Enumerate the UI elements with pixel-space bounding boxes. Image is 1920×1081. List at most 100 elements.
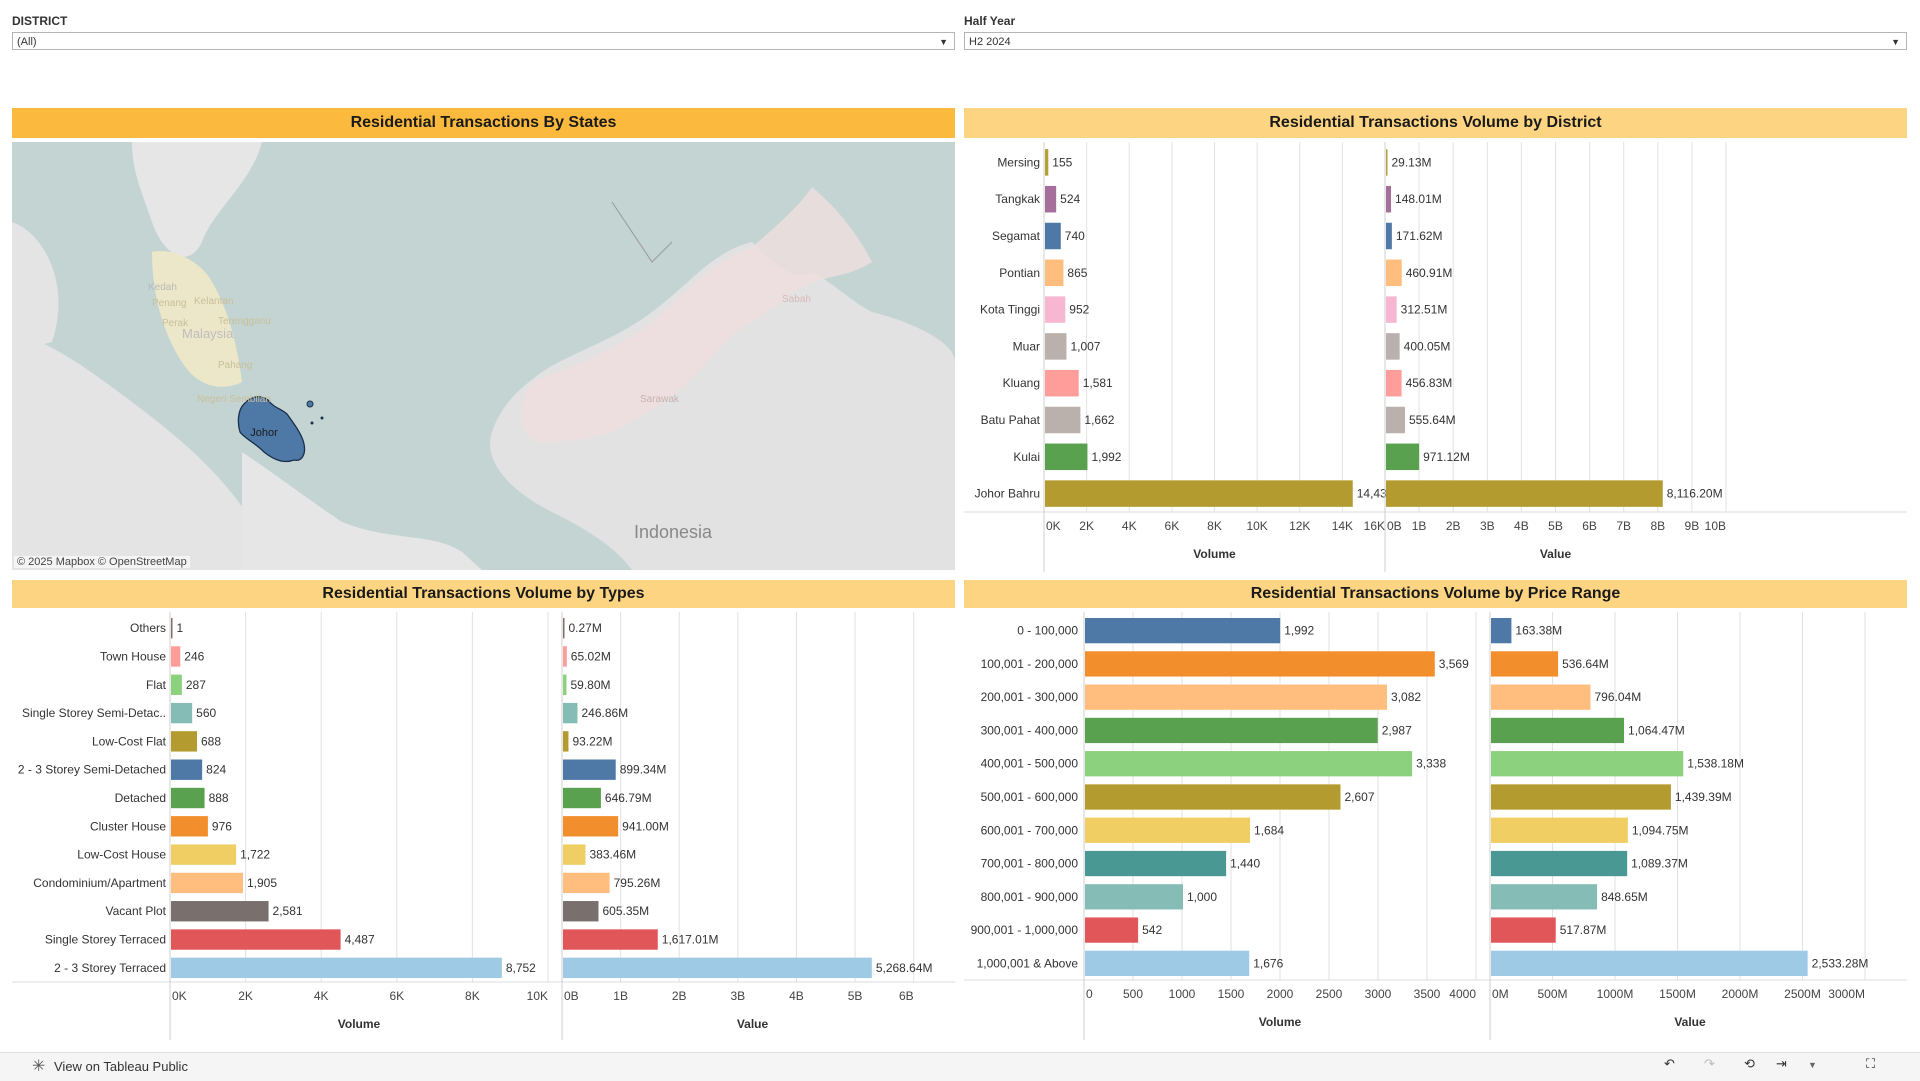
price-chart: 0 - 100,000 100,001 - 200,000 200,001 - 30… bbox=[964, 612, 1907, 1040]
data-label: 555.64M bbox=[1409, 413, 1456, 427]
category-label: 700,001 - 800,000 bbox=[981, 857, 1079, 871]
tick-label: 2500M bbox=[1784, 987, 1821, 1001]
tick-label: 0B bbox=[564, 989, 579, 1003]
revert-icon[interactable]: ⟲ bbox=[1744, 1056, 1755, 1071]
data-label: 1,089.37M bbox=[1631, 857, 1688, 871]
data-label: 1,992 bbox=[1091, 450, 1121, 464]
data-label: 605.35M bbox=[602, 904, 649, 918]
tick-label: 2B bbox=[672, 989, 687, 1003]
district-dropdown[interactable]: (All) ▼ bbox=[12, 32, 955, 50]
bar bbox=[563, 731, 569, 752]
share-icon[interactable]: ⇥ bbox=[1776, 1056, 1787, 1071]
johor-state-shape[interactable] bbox=[237, 396, 306, 463]
redo-icon[interactable]: ↷ bbox=[1704, 1056, 1715, 1071]
axis-title: Volume bbox=[338, 1017, 381, 1031]
data-label: 795.26M bbox=[614, 876, 661, 890]
peninsular-malaysia-land bbox=[152, 251, 242, 387]
bar bbox=[1386, 296, 1397, 323]
undo-icon[interactable]: ↶ bbox=[1664, 1056, 1675, 1071]
bar bbox=[563, 646, 567, 667]
bar bbox=[171, 872, 244, 894]
category-label: Segamat bbox=[992, 229, 1041, 243]
bar bbox=[1085, 817, 1251, 843]
category-label: 600,001 - 700,000 bbox=[981, 823, 1079, 837]
bar bbox=[1045, 296, 1066, 323]
data-label: 524 bbox=[1060, 192, 1080, 206]
data-label: 29.13M bbox=[1392, 155, 1432, 169]
bar bbox=[1386, 406, 1405, 434]
bar bbox=[171, 702, 193, 724]
data-label: 2,987 bbox=[1382, 723, 1412, 737]
data-label: 848.65M bbox=[1601, 890, 1648, 904]
johor-island-shape[interactable] bbox=[320, 416, 324, 420]
tick-label: 2500 bbox=[1316, 987, 1343, 1001]
tick-label: 2000M bbox=[1722, 987, 1759, 1001]
map-attribution[interactable]: © 2025 Mapbox © OpenStreetMap bbox=[14, 556, 190, 568]
bar bbox=[171, 731, 198, 752]
johor-island-shape[interactable] bbox=[306, 400, 314, 408]
tick-label: 6K bbox=[1165, 519, 1180, 533]
tick-label: 2B bbox=[1446, 519, 1461, 533]
fullscreen-icon[interactable]: ⛶ bbox=[1866, 1056, 1876, 1071]
tick-label: 500M bbox=[1537, 987, 1567, 1001]
data-label: 171.62M bbox=[1396, 229, 1443, 243]
data-label: 1,440 bbox=[1230, 857, 1260, 871]
chevron-down-icon[interactable]: ▼ bbox=[1808, 1060, 1817, 1070]
types-chart-title: Residential Transactions Volume by Types bbox=[12, 580, 955, 608]
bar bbox=[1045, 443, 1088, 471]
bar bbox=[1085, 950, 1250, 977]
category-label: Condominium/Apartment bbox=[33, 876, 166, 890]
map-label-johor: Johor bbox=[250, 427, 278, 439]
tick-label: 16K bbox=[1364, 519, 1385, 533]
bar bbox=[171, 929, 341, 950]
bar bbox=[1491, 784, 1671, 810]
bar bbox=[1491, 717, 1625, 744]
district-filter-label: DISTRICT bbox=[12, 14, 68, 28]
data-label: 1,992 bbox=[1284, 624, 1314, 638]
tick-label: 6B bbox=[1582, 519, 1597, 533]
category-label: 400,001 - 500,000 bbox=[981, 757, 1079, 771]
category-label: Single Storey Terraced bbox=[45, 933, 166, 947]
data-label: 1,439.39M bbox=[1675, 790, 1732, 804]
data-label: 93.22M bbox=[572, 734, 612, 748]
data-label: 1,007 bbox=[1070, 339, 1100, 353]
data-label: 3,569 bbox=[1439, 657, 1469, 671]
johor-island-shape[interactable] bbox=[310, 421, 314, 425]
bar bbox=[1085, 717, 1378, 744]
data-label: 4,487 bbox=[345, 933, 375, 947]
map-label-terengganu: Terengganu bbox=[218, 316, 271, 327]
map-label-negeri-sembilan: Negeri Sembilan bbox=[197, 394, 271, 405]
category-label: Batu Pahat bbox=[981, 413, 1041, 427]
map-view[interactable]: Johor Kedah Kelantan Penang Perak Malays… bbox=[12, 142, 955, 570]
data-label: 1,000 bbox=[1187, 890, 1217, 904]
half-year-dropdown[interactable]: H2 2024 ▼ bbox=[964, 32, 1907, 50]
bar bbox=[1491, 950, 1808, 977]
data-label: 2,607 bbox=[1344, 790, 1374, 804]
data-label: 952 bbox=[1069, 303, 1089, 317]
bar bbox=[563, 759, 616, 780]
tick-label: 3B bbox=[731, 989, 746, 1003]
view-on-tableau-link[interactable]: View on Tableau Public bbox=[54, 1059, 188, 1074]
tick-label: 0 bbox=[1086, 987, 1093, 1001]
sarawak-sabah-land bbox=[521, 187, 872, 442]
bar bbox=[563, 674, 567, 695]
category-label: Pontian bbox=[999, 266, 1040, 280]
tick-label: 8K bbox=[465, 989, 480, 1003]
footer-bar: ✳ View on Tableau Public ↶ ↷ ⟲ ⇥ ▼ ⛶ bbox=[0, 1052, 1920, 1081]
map-canvas[interactable]: Johor Kedah Kelantan Penang Perak Malays… bbox=[12, 142, 955, 570]
map-label-kedah: Kedah bbox=[148, 282, 177, 293]
bar bbox=[1085, 784, 1341, 810]
data-label: 888 bbox=[209, 791, 229, 805]
data-label: 2,533.28M bbox=[1812, 956, 1869, 970]
bar bbox=[1386, 369, 1402, 397]
bar bbox=[1045, 480, 1353, 507]
bar bbox=[1045, 369, 1079, 397]
tick-label: 3B bbox=[1480, 519, 1495, 533]
tick-label: 2000 bbox=[1267, 987, 1294, 1001]
category-label: Town House bbox=[100, 649, 166, 663]
half-year-filter-label: Half Year bbox=[964, 14, 1016, 28]
chevron-down-icon: ▼ bbox=[939, 37, 948, 47]
category-label: Single Storey Semi-Detac.. bbox=[22, 706, 166, 720]
bar bbox=[171, 901, 269, 922]
category-label: 200,001 - 300,000 bbox=[981, 690, 1079, 704]
